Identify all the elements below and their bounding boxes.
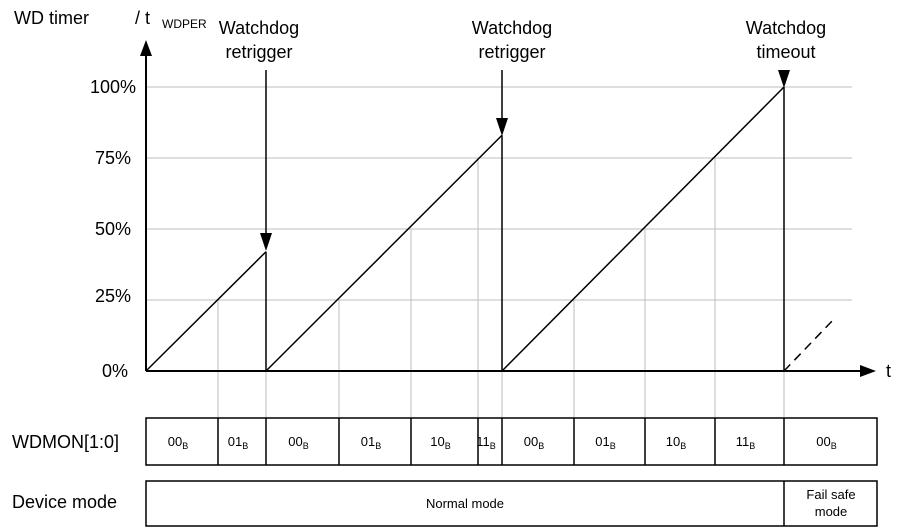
wdmon-cell-value: 01B — [361, 434, 381, 451]
event-labels: Watchdog retrigger Watchdog retrigger Wa… — [219, 18, 826, 62]
wdmon-cell-value: 01B — [228, 434, 248, 451]
wdmon-cell-subscript: B — [749, 441, 755, 451]
wdmon-cell-subscript: B — [490, 441, 496, 451]
wdmon-cell-value: 11B — [736, 434, 756, 451]
wdmon-cell-value: 00B — [168, 434, 188, 451]
wdmon-row-frame — [145, 417, 878, 466]
wdmon-cell-subscript: B — [680, 441, 686, 451]
timer-ramp-2 — [265, 134, 503, 372]
timer-ramp-1 — [145, 251, 267, 372]
wdmon-cell-value: 00B — [288, 434, 308, 451]
event-label-2-line2: retrigger — [478, 42, 545, 62]
guide-lines — [217, 158, 785, 418]
normal-mode-label: Normal mode — [426, 496, 504, 511]
retrigger-arrowhead-1 — [260, 233, 272, 251]
y-axis-label-subscript: WDPER — [162, 17, 207, 31]
grid-lines — [146, 86, 852, 301]
failsafe-mode-label-line2: mode — [815, 504, 848, 519]
wdmon-label: WDMON[1:0] — [12, 432, 119, 452]
wdmon-cell-subscript: B — [610, 441, 616, 451]
x-axis-label: t — [886, 361, 891, 381]
device-mode-frame — [145, 480, 878, 527]
retrigger-arrowhead-2 — [496, 118, 508, 136]
wdmon-row: 00B 01B 00B 01B 10B 11B 00B 01B 10B 11B 00B — [145, 417, 878, 466]
wdmon-cell-value: 10B — [666, 434, 686, 451]
event-label-1-line1: Watchdog — [219, 18, 299, 38]
wdmon-cell-subscript: B — [303, 441, 309, 451]
y-axis-label: WD timer — [14, 8, 89, 28]
timer-continuation-dashed — [783, 318, 835, 372]
y-axis-arrowhead — [140, 40, 152, 56]
wdmon-cell-value: 01B — [595, 434, 615, 451]
wdmon-cell-subscript: B — [182, 441, 188, 451]
wdmon-cell-subscript: B — [375, 441, 381, 451]
wdmon-cell-subscript: B — [445, 441, 451, 451]
x-axis-arrowhead — [860, 365, 876, 377]
tick-label-100: 100% — [90, 77, 136, 97]
tick-label-0: 0% — [102, 361, 128, 381]
failsafe-mode-label-line1: Fail safe — [806, 487, 855, 502]
tick-label-75: 75% — [95, 148, 131, 168]
wdmon-cell-subscript: B — [242, 441, 248, 451]
timer-ramp-3 — [501, 86, 785, 372]
wdmon-cell-value: 00B — [816, 434, 836, 451]
timeout-arrowhead — [778, 70, 790, 88]
event-arrows — [260, 70, 790, 251]
y-tick-labels: 0% 25% 50% 75% 100% — [90, 77, 136, 381]
device-mode-row: Normal mode Fail safe mode — [145, 480, 878, 527]
wdmon-cell-subscript: B — [538, 441, 544, 451]
device-mode-label: Device mode — [12, 492, 117, 512]
timer-ramps — [145, 86, 785, 372]
event-label-1-line2: retrigger — [225, 42, 292, 62]
y-axis-label-sep: / t — [135, 8, 150, 28]
event-label-2-line1: Watchdog — [472, 18, 552, 38]
event-label-3-line1: Watchdog — [746, 18, 826, 38]
axes — [140, 40, 876, 377]
wdmon-dividers — [217, 418, 785, 465]
tick-label-25: 25% — [95, 286, 131, 306]
tick-label-50: 50% — [95, 219, 131, 239]
wdmon-cell-value: 11B — [476, 434, 496, 451]
wdmon-cell-value: 00B — [524, 434, 544, 451]
wdmon-cell-subscript: B — [831, 441, 837, 451]
event-label-3-line2: timeout — [756, 42, 815, 62]
wdmon-cell-value: 10B — [430, 434, 450, 451]
